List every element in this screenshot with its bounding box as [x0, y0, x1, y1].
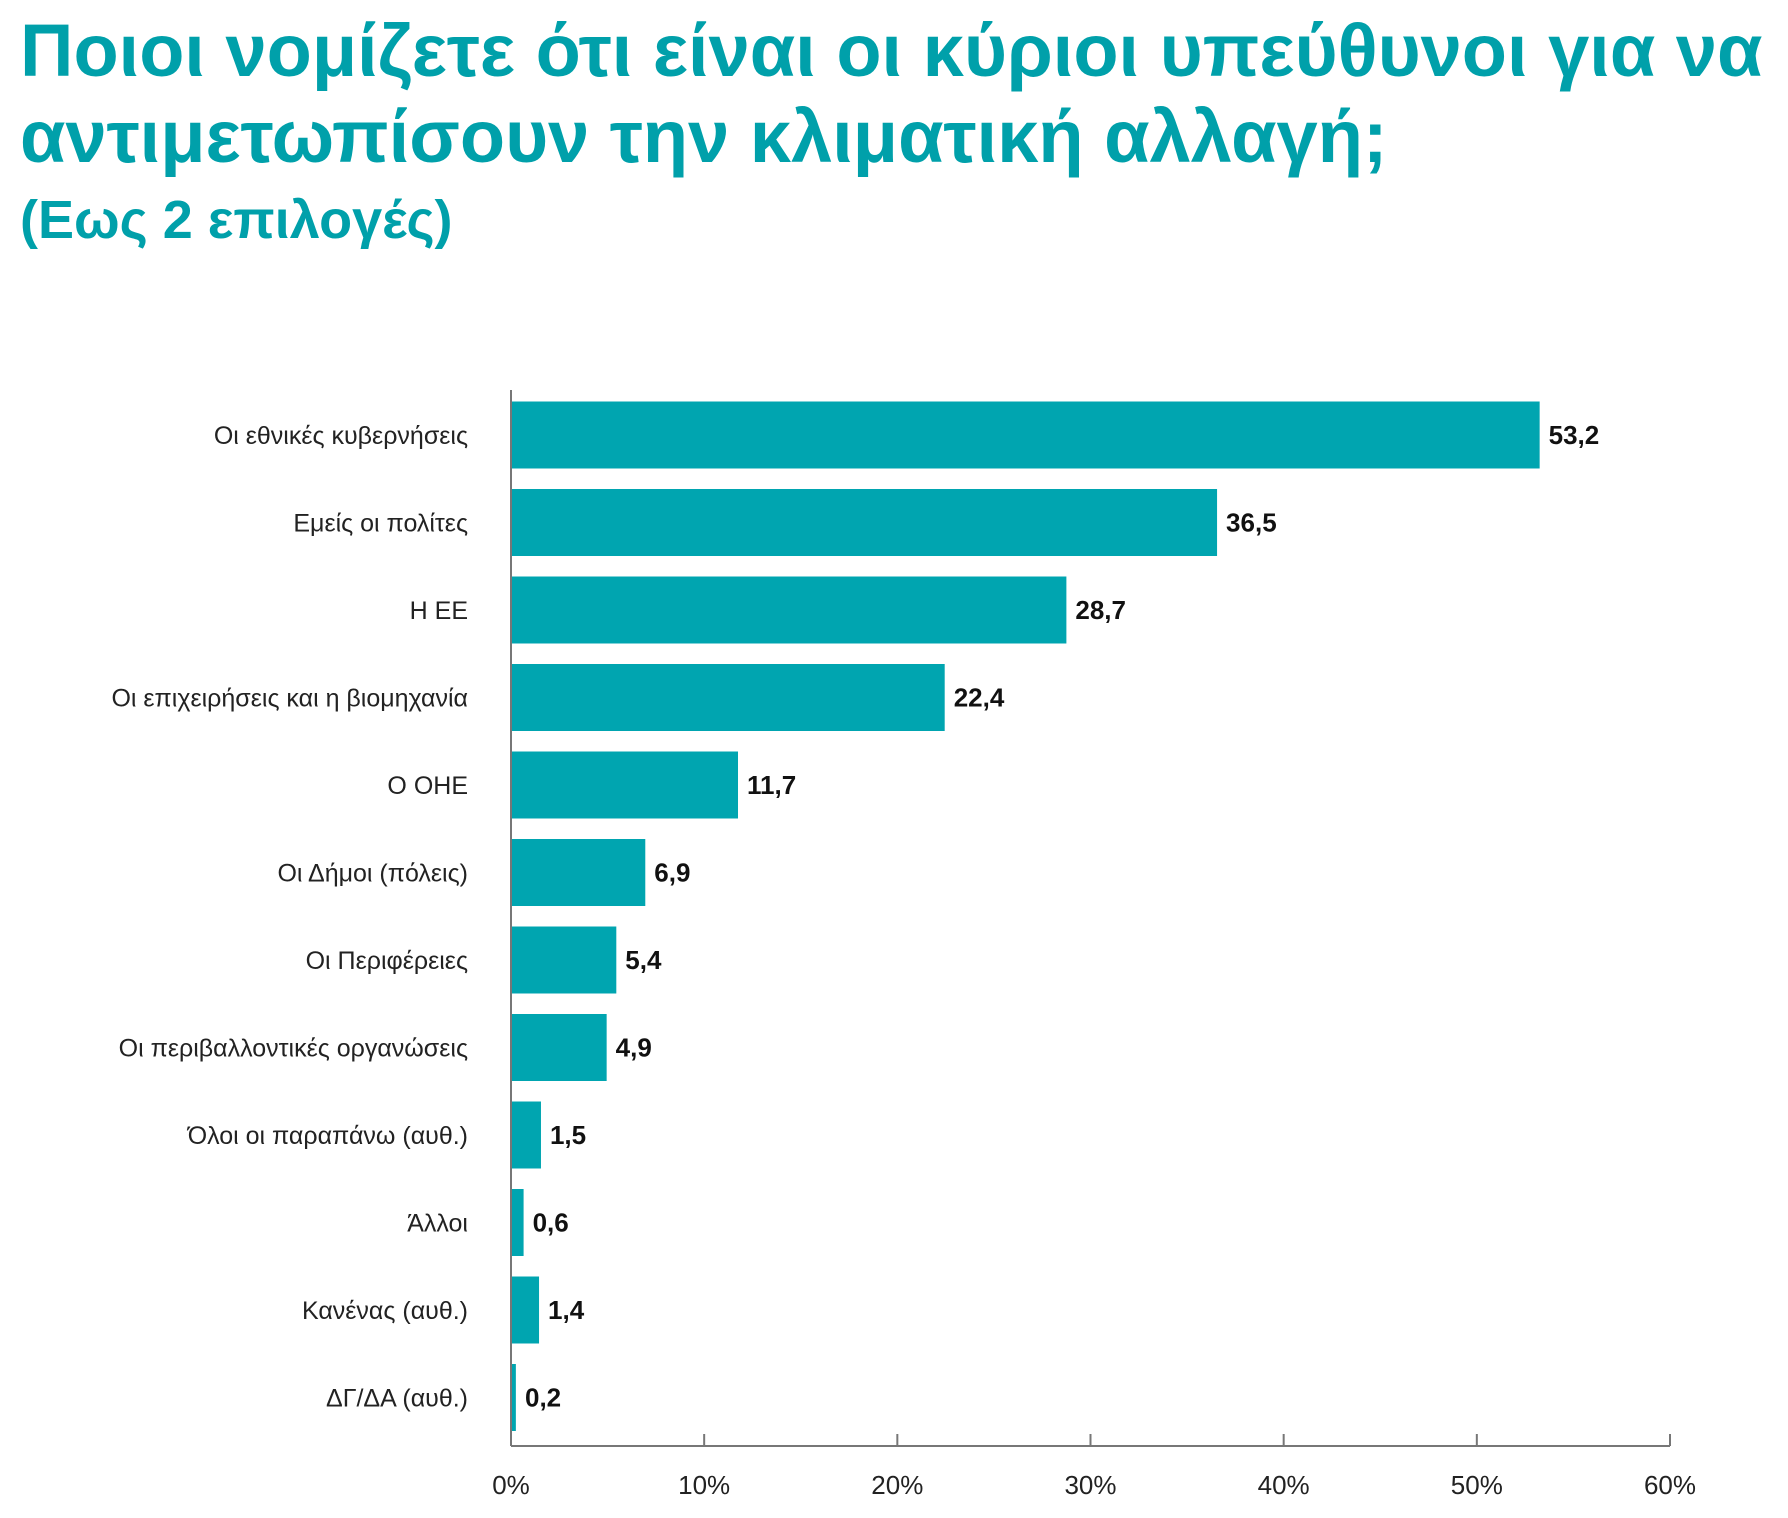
value-label: 5,4	[625, 945, 662, 975]
bar	[512, 926, 617, 994]
x-tick-label: 30%	[1064, 1470, 1116, 1500]
category-label: Οι Περιφέρειες	[306, 947, 468, 975]
x-tick-label: 50%	[1451, 1470, 1503, 1500]
value-label: 0,6	[533, 1208, 569, 1238]
bar	[512, 751, 739, 819]
chart-title: Ποιοι νομίζετε ότι είναι οι κύριοι υπεύθ…	[20, 9, 1763, 178]
value-label: 36,5	[1226, 508, 1277, 538]
value-label: 0,2	[525, 1383, 561, 1413]
x-tick-label: 20%	[871, 1470, 923, 1500]
value-label: 28,7	[1075, 595, 1126, 625]
bar	[512, 576, 1067, 644]
category-label: Οι περιβαλλοντικές οργανώσεις	[119, 1035, 468, 1063]
category-label: Κανένας (αυθ.)	[302, 1297, 468, 1325]
category-label: Η ΕΕ	[410, 597, 468, 625]
bar	[512, 1189, 524, 1256]
value-label: 4,9	[616, 1033, 652, 1063]
value-label: 53,2	[1549, 420, 1600, 450]
bar	[512, 1014, 607, 1081]
category-label: ΔΓ/ΔΑ (αυθ.)	[326, 1385, 468, 1413]
value-label: 11,7	[747, 770, 796, 800]
bar	[512, 1276, 540, 1344]
x-tick-label: 0%	[492, 1470, 530, 1500]
chart-header: Ποιοι νομίζετε ότι είναι οι κύριοι υπεύθ…	[20, 8, 1770, 252]
bar	[512, 664, 945, 731]
category-label: Όλοι οι παραπάνω (αυθ.)	[187, 1122, 468, 1150]
bar	[512, 1364, 516, 1431]
x-tick-label: 10%	[678, 1470, 730, 1500]
bar	[512, 839, 646, 906]
chart-subtitle: (Εως 2 επιλογές)	[20, 190, 453, 250]
value-label: 6,9	[654, 858, 690, 888]
bar	[512, 401, 1540, 469]
category-label: Ο ΟΗΕ	[387, 772, 468, 800]
bar	[512, 1101, 541, 1169]
bar	[512, 489, 1218, 556]
category-label: Εμείς οι πολίτες	[293, 510, 468, 538]
category-label: Άλλοι	[407, 1210, 468, 1238]
category-label: Οι Δήμοι (πόλεις)	[277, 860, 468, 888]
value-label: 1,5	[550, 1120, 586, 1150]
value-label: 1,4	[548, 1295, 585, 1325]
value-label: 22,4	[954, 683, 1005, 713]
x-tick-label: 40%	[1258, 1470, 1310, 1500]
category-label: Οι επιχειρήσεις και η βιομηχανία	[111, 685, 468, 713]
x-tick-label: 60%	[1644, 1470, 1696, 1500]
category-label: Οι εθνικές κυβερνήσεις	[214, 422, 468, 450]
